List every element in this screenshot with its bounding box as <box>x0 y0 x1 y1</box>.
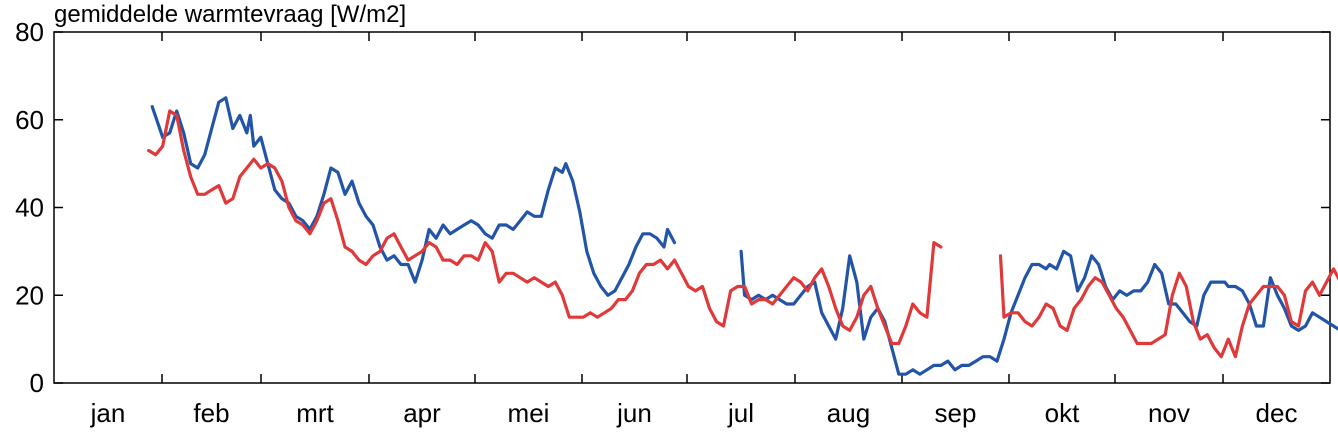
x-axis: jan feb mrt apr mei jun jul aug sep okt nov dec <box>90 32 1298 428</box>
y-tick-label: 60 <box>15 105 44 135</box>
x-tick-label: sep <box>935 398 977 428</box>
series-layer <box>147 96 1338 376</box>
x-tick-label: aug <box>827 398 870 428</box>
x-tick-label: nov <box>1148 398 1190 428</box>
x-tick-label: dec <box>1256 398 1298 428</box>
x-tick-label: okt <box>1045 398 1080 428</box>
x-tick-label: jul <box>727 398 754 428</box>
chart-title: gemiddelde warmtevraag [W/m2] <box>54 1 406 28</box>
x-tick-label: apr <box>403 398 441 428</box>
x-tick-label: mei <box>508 398 550 428</box>
y-tick-label: 20 <box>15 280 44 310</box>
x-tick-label: jan <box>90 398 126 428</box>
series-2-line <box>147 109 943 346</box>
y-tick-label: 40 <box>15 193 44 223</box>
x-tick-label: mrt <box>296 398 334 428</box>
series-1-line <box>150 96 677 297</box>
y-tick-label: 0 <box>30 368 44 398</box>
y-axis: 0 20 40 60 80 <box>15 17 1330 398</box>
series-2-line <box>998 254 1338 359</box>
x-tick-label: jun <box>616 398 652 428</box>
y-tick-label: 80 <box>15 17 44 47</box>
x-tick-label: feb <box>193 398 229 428</box>
plot-frame <box>53 31 1331 384</box>
